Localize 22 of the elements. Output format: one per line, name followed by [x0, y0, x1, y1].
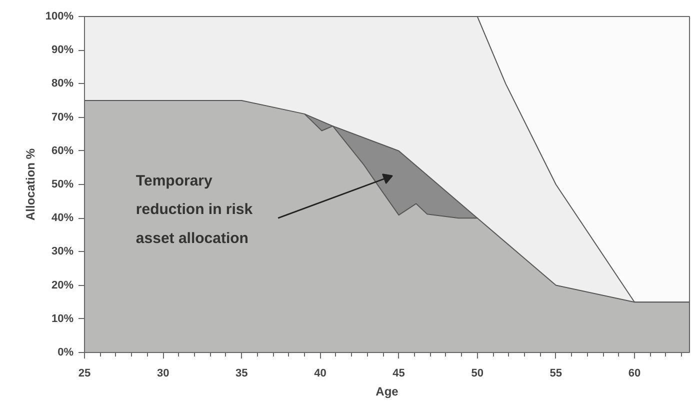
- y-tick-label: 80%: [51, 78, 74, 90]
- y-tick-label: 50%: [51, 178, 74, 190]
- x-tick-label: 60: [628, 368, 641, 380]
- y-tick-label: 20%: [51, 279, 74, 292]
- y-tick-label: 70%: [51, 111, 74, 124]
- annotation: Temporary reduction in risk asset allocation: [136, 172, 254, 247]
- y-tick-label: 90%: [51, 44, 74, 56]
- x-axis-title: Age: [376, 384, 399, 398]
- y-tick-label: 40%: [51, 212, 74, 224]
- x-tick-label: 50: [471, 368, 484, 380]
- y-axis-title: Allocation %: [23, 148, 38, 221]
- y-tick-label: 10%: [51, 312, 74, 325]
- x-tick-label: 35: [236, 368, 248, 380]
- x-tick-label: 25: [78, 368, 91, 380]
- y-tick-label: 100%: [45, 10, 74, 22]
- x-tick-label: 40: [314, 368, 326, 380]
- y-tick-label: 0%: [58, 346, 74, 358]
- x-tick-label: 55: [550, 368, 562, 380]
- x-tick-label: 30: [156, 368, 170, 380]
- y-tick-label: 60%: [51, 144, 74, 157]
- x-tick-label: 45: [392, 368, 405, 380]
- y-tick-label: 30%: [51, 246, 74, 258]
